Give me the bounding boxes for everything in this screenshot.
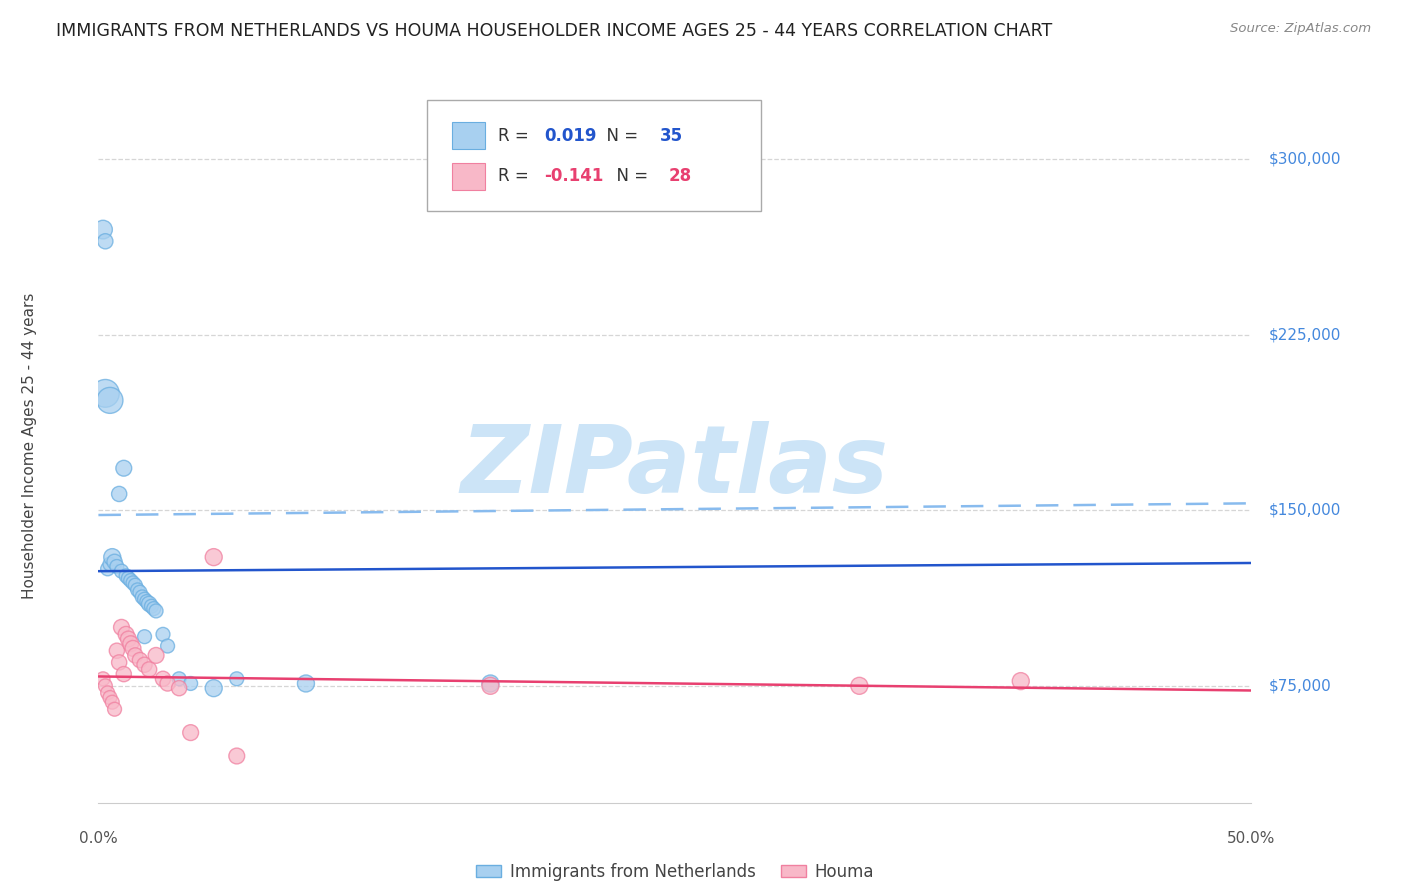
- Point: [129, 653, 152, 667]
- FancyBboxPatch shape: [453, 122, 485, 150]
- Point: [202, 681, 225, 695]
- Point: [122, 575, 145, 590]
- Text: N =: N =: [596, 127, 644, 145]
- Point: [479, 679, 502, 693]
- Point: [134, 592, 156, 607]
- Text: 28: 28: [669, 168, 692, 186]
- Point: [180, 676, 202, 690]
- Text: 0.019: 0.019: [544, 127, 598, 145]
- Point: [131, 590, 153, 604]
- Point: [124, 578, 146, 592]
- Point: [108, 656, 131, 670]
- Point: [105, 644, 128, 658]
- Text: R =: R =: [499, 127, 534, 145]
- Point: [110, 564, 132, 578]
- FancyBboxPatch shape: [453, 163, 485, 190]
- Point: [479, 676, 502, 690]
- Legend: Immigrants from Netherlands, Houma: Immigrants from Netherlands, Houma: [470, 856, 880, 888]
- Point: [134, 630, 156, 644]
- Point: [103, 555, 125, 569]
- Point: [135, 594, 157, 608]
- Point: [127, 582, 149, 597]
- Point: [138, 662, 160, 676]
- Point: [115, 569, 138, 583]
- Point: [97, 562, 120, 576]
- Point: [848, 679, 870, 693]
- Point: [98, 557, 121, 571]
- Text: -0.141: -0.141: [544, 168, 605, 186]
- Point: [152, 672, 174, 686]
- Point: [225, 672, 247, 686]
- Point: [167, 681, 190, 695]
- Point: [91, 222, 114, 236]
- Point: [110, 620, 132, 634]
- Point: [98, 393, 121, 408]
- Point: [122, 641, 145, 656]
- Text: Source: ZipAtlas.com: Source: ZipAtlas.com: [1230, 22, 1371, 36]
- Point: [120, 574, 142, 588]
- Text: IMMIGRANTS FROM NETHERLANDS VS HOUMA HOUSEHOLDER INCOME AGES 25 - 44 YEARS CORRE: IMMIGRANTS FROM NETHERLANDS VS HOUMA HOU…: [56, 22, 1053, 40]
- Point: [101, 550, 124, 565]
- Text: 35: 35: [659, 127, 683, 145]
- Point: [180, 725, 202, 739]
- Point: [295, 676, 318, 690]
- Point: [117, 571, 139, 585]
- Text: $225,000: $225,000: [1268, 327, 1341, 343]
- Point: [94, 679, 117, 693]
- Text: $75,000: $75,000: [1268, 678, 1331, 693]
- Point: [156, 639, 179, 653]
- Point: [112, 667, 135, 681]
- Point: [129, 585, 152, 599]
- Text: Householder Income Ages 25 - 44 years: Householder Income Ages 25 - 44 years: [21, 293, 37, 599]
- Point: [202, 550, 225, 565]
- Point: [145, 604, 167, 618]
- FancyBboxPatch shape: [427, 100, 762, 211]
- Text: N =: N =: [606, 168, 652, 186]
- Text: 0.0%: 0.0%: [79, 830, 118, 846]
- Point: [124, 648, 146, 663]
- Point: [94, 386, 117, 401]
- Point: [141, 599, 163, 614]
- Point: [134, 657, 156, 672]
- Point: [117, 632, 139, 646]
- Point: [112, 461, 135, 475]
- Point: [97, 686, 120, 700]
- Text: ZIPatlas: ZIPatlas: [461, 421, 889, 514]
- Point: [142, 601, 165, 615]
- Point: [225, 749, 247, 764]
- Text: R =: R =: [499, 168, 534, 186]
- Text: $300,000: $300,000: [1268, 152, 1341, 167]
- Point: [156, 676, 179, 690]
- Point: [101, 695, 124, 709]
- Point: [105, 559, 128, 574]
- Point: [152, 627, 174, 641]
- Text: $150,000: $150,000: [1268, 503, 1341, 518]
- Point: [91, 672, 114, 686]
- Point: [115, 627, 138, 641]
- Point: [167, 672, 190, 686]
- Point: [145, 648, 167, 663]
- Point: [108, 487, 131, 501]
- Point: [138, 597, 160, 611]
- Text: 50.0%: 50.0%: [1227, 830, 1275, 846]
- Point: [120, 637, 142, 651]
- Point: [98, 690, 121, 705]
- Point: [103, 702, 125, 716]
- Point: [1010, 674, 1032, 689]
- Point: [94, 234, 117, 248]
